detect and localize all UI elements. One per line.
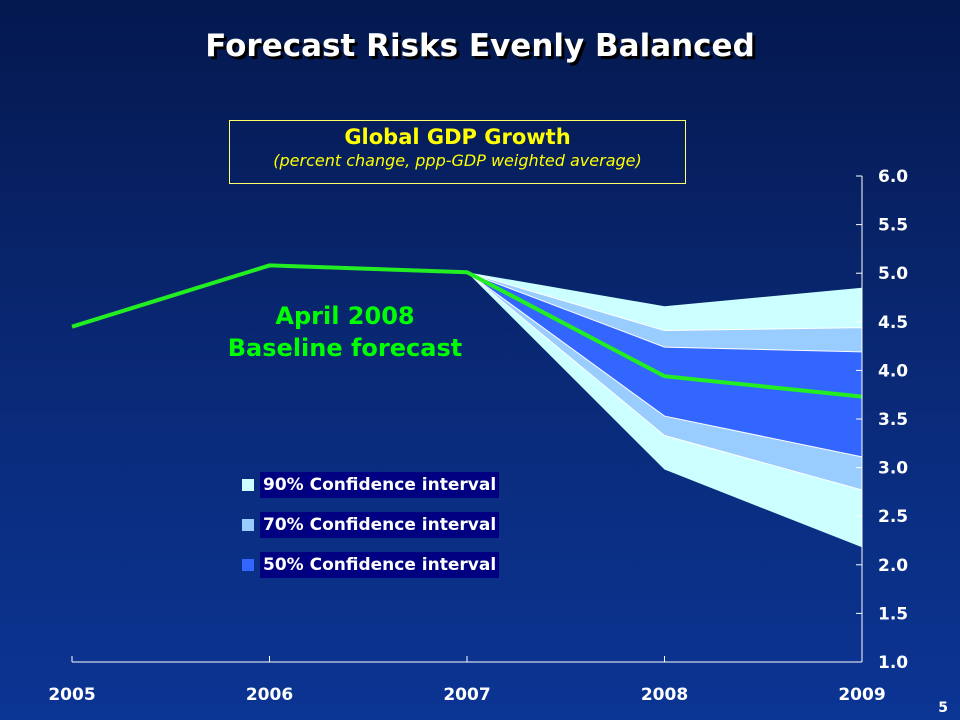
legend-label: 70% Confidence interval	[260, 512, 500, 538]
baseline-annotation: April 2008 Baseline forecast	[200, 300, 490, 364]
y-tick-label: 3.0	[878, 459, 908, 479]
chart-title-box: Global GDP Growth (percent change, ppp-G…	[229, 120, 686, 184]
y-tick-label: 1.0	[878, 653, 908, 673]
chart-title: Global GDP Growth	[344, 125, 571, 149]
chart-subtitle: (percent change, ppp-GDP weighted averag…	[273, 151, 642, 170]
x-tick-label: 2009	[838, 685, 885, 705]
legend-item-70: 70% Confidence interval	[242, 512, 500, 538]
x-tick-label: 2006	[246, 685, 293, 705]
y-tick-label: 4.0	[878, 361, 908, 381]
page-title: Forecast Risks Evenly Balanced	[205, 28, 755, 64]
legend-swatch	[242, 519, 254, 531]
x-tick-label: 2007	[443, 685, 490, 705]
y-tick-label: 2.0	[878, 556, 908, 576]
y-tick-label: 5.5	[878, 216, 908, 236]
legend-item-90: 90% Confidence interval	[242, 472, 500, 498]
y-tick-label: 1.5	[878, 604, 908, 624]
legend: 90% Confidence interval 70% Confidence i…	[242, 472, 500, 592]
legend-item-50: 50% Confidence interval	[242, 552, 500, 578]
legend-swatch	[242, 559, 254, 571]
annotation-line-1: April 2008	[275, 302, 415, 330]
y-tick-label: 2.5	[878, 507, 908, 527]
legend-swatch	[242, 479, 254, 491]
y-tick-label: 3.5	[878, 410, 908, 430]
annotation-line-2: Baseline forecast	[227, 334, 463, 362]
y-tick-label: 6.0	[878, 167, 908, 187]
x-tick-label: 2005	[48, 685, 95, 705]
legend-label: 90% Confidence interval	[260, 472, 500, 498]
x-tick-label: 2008	[641, 685, 688, 705]
y-tick-label: 4.5	[878, 313, 908, 333]
y-tick-label: 5.0	[878, 264, 908, 284]
page-number: 5	[938, 700, 948, 716]
legend-label: 50% Confidence interval	[260, 552, 500, 578]
baseline-line	[71, 263, 863, 399]
